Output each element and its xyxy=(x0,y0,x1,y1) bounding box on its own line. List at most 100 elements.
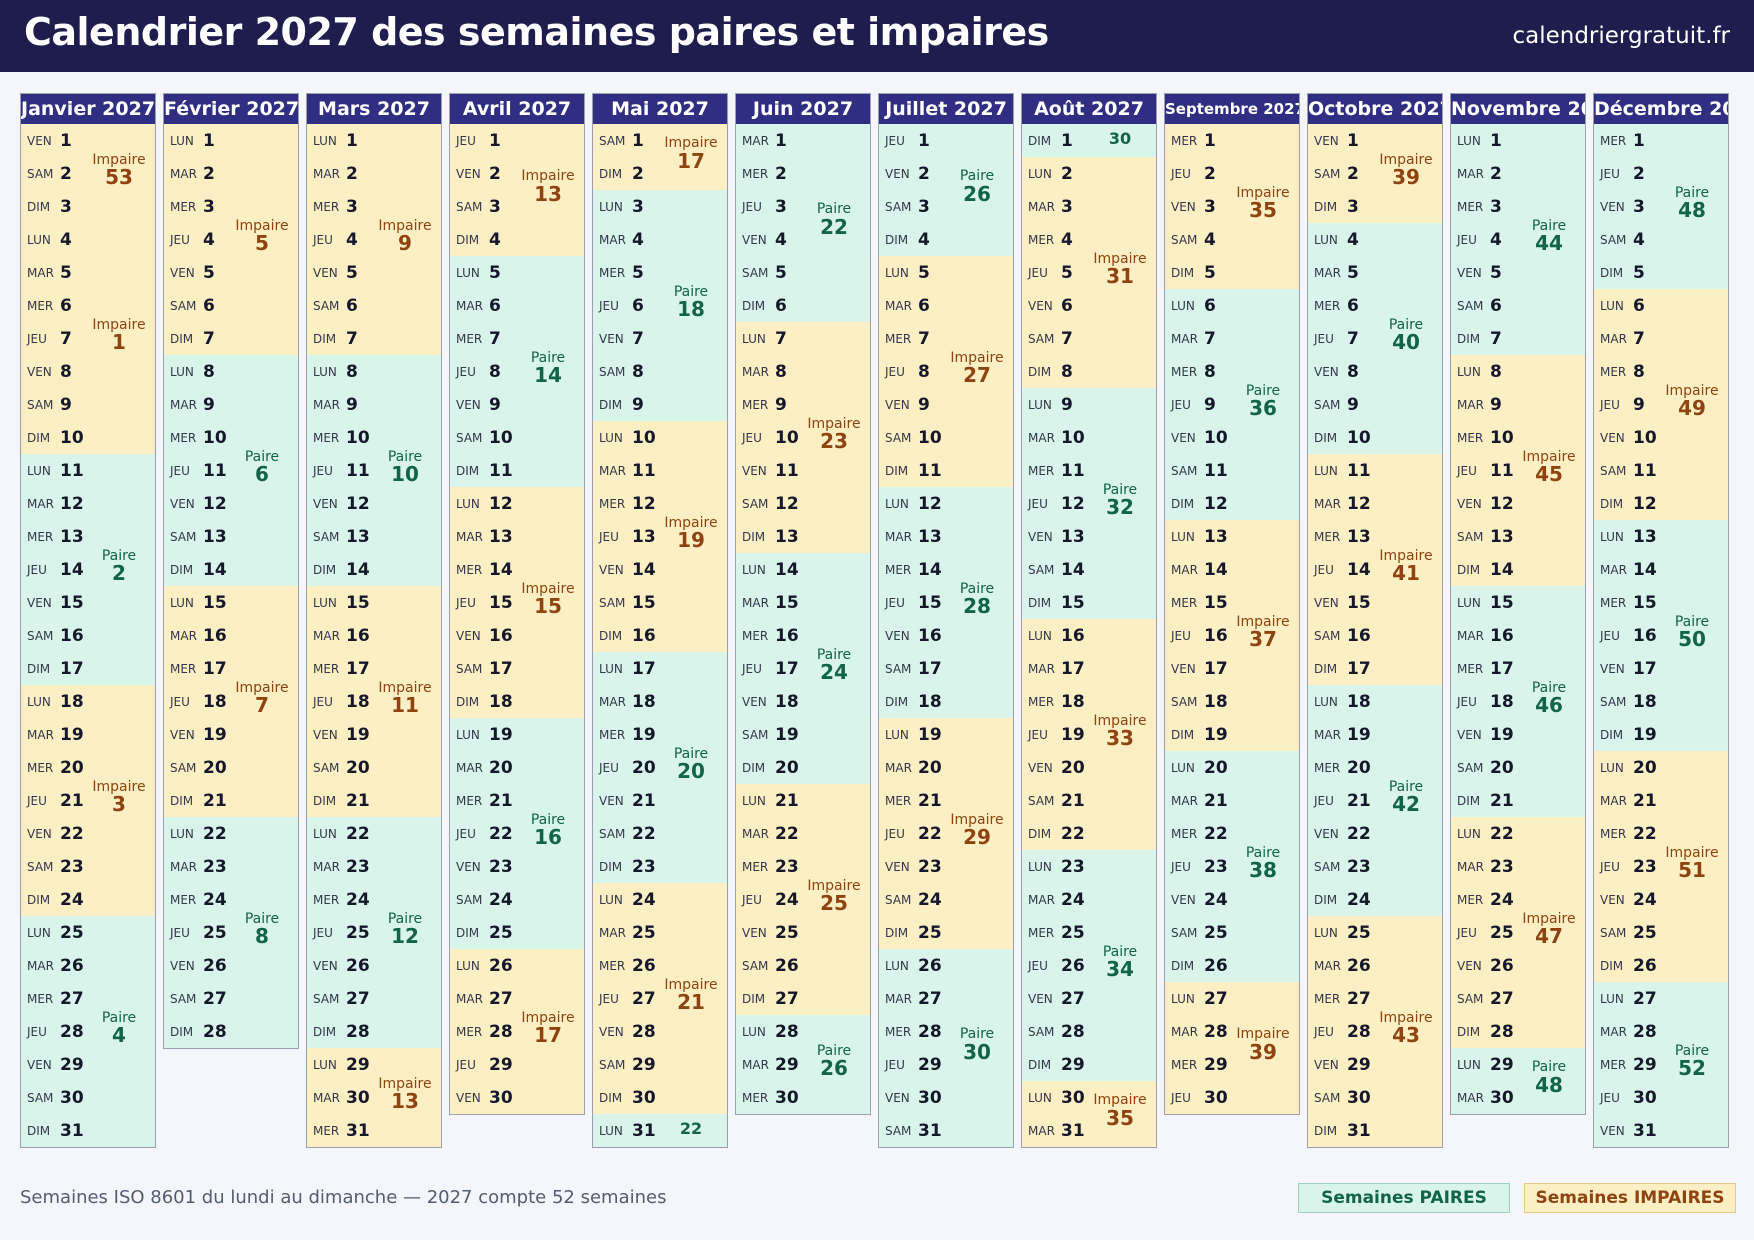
day-name: DIM xyxy=(1457,794,1481,808)
day-name: LUN xyxy=(170,596,194,610)
day-row: DIM 7 xyxy=(307,322,441,355)
day-name: MER xyxy=(599,959,626,973)
day-number: 16 xyxy=(632,626,656,646)
day-row: DIM 24 xyxy=(21,883,155,916)
day-row: DIM 18 xyxy=(450,685,584,718)
day-name: DIM xyxy=(27,200,51,214)
day-number: 19 xyxy=(1490,725,1514,745)
day-row: DIM 13 xyxy=(736,520,870,553)
day-name: LUN xyxy=(456,959,480,973)
day-name: SAM xyxy=(170,299,197,313)
day-name: JEU xyxy=(1457,695,1477,709)
week-number: 32 xyxy=(1106,495,1134,520)
day-name: SAM xyxy=(885,893,912,907)
day-row: SAM 6 xyxy=(307,289,441,322)
day-name: LUN xyxy=(27,233,51,247)
week-label: Impaire 19 xyxy=(655,515,727,552)
day-number: 17 xyxy=(1633,659,1657,679)
day-number: 1 xyxy=(60,131,72,151)
week-number: 38 xyxy=(1249,858,1277,883)
day-row: MAR 5 xyxy=(1308,256,1442,289)
day-name: DIM xyxy=(1171,497,1195,511)
day-row: VEN 8 xyxy=(21,355,155,388)
week-block-impaire: LUN 18 MAR 19 MER 20 JEU 21 VEN 22 SAM 23 DIM 24 Impai… xyxy=(21,685,155,916)
week-parity-label: Paire xyxy=(244,910,280,927)
month-column: Mai 2027 SAM 1 DIM 2 Impaire 17 LUN 3 MAR 4 MER 5 JEU… xyxy=(592,93,728,1148)
day-number: 18 xyxy=(1490,692,1514,712)
week-label: Impaire 37 xyxy=(1227,614,1299,652)
week-block-paire: LUN 8 MAR 9 MER 10 JEU 11 VEN 12 SAM 13 DIM 14 Paire 6 xyxy=(164,355,298,586)
day-name: JEU xyxy=(742,200,762,214)
day-name: DIM xyxy=(885,464,909,478)
day-number: 29 xyxy=(1633,1055,1657,1075)
day-row: DIM 4 xyxy=(879,223,1013,256)
day-row: VEN 21 xyxy=(593,784,727,817)
day-row: MAR 29 xyxy=(736,1048,870,1081)
day-number: 13 xyxy=(632,527,656,547)
day-name: SAM xyxy=(1028,1025,1055,1039)
week-label: Paire 48 xyxy=(1513,1060,1585,1096)
day-name: VEN xyxy=(27,596,52,610)
day-number: 6 xyxy=(632,296,644,316)
week-number: 39 xyxy=(1392,165,1420,190)
day-number: 14 xyxy=(1347,560,1371,580)
day-number: 27 xyxy=(632,989,656,1009)
day-name: JEU xyxy=(1314,794,1334,808)
day-row: LUN 29 xyxy=(307,1048,441,1081)
day-number: 26 xyxy=(1061,956,1085,976)
day-row: MAR 28 xyxy=(1165,1015,1299,1048)
day-name: SAM xyxy=(1457,761,1484,775)
day-name: VEN xyxy=(1314,134,1339,148)
day-name: JEU xyxy=(1028,497,1048,511)
day-row: LUN 19 xyxy=(450,718,584,751)
day-row: JEU 5 xyxy=(1022,256,1156,289)
day-name: MAR xyxy=(1028,662,1055,676)
week-parity-label: Impaire xyxy=(378,679,432,696)
day-number: 30 xyxy=(1490,1088,1514,1108)
week-parity-label: Paire xyxy=(673,283,709,300)
month-title: Juillet 2027 xyxy=(879,94,1013,124)
day-row: MAR 23 xyxy=(307,850,441,883)
day-number: 5 xyxy=(1061,263,1073,283)
day-row: SAM 17 xyxy=(450,652,584,685)
day-name: VEN xyxy=(1600,200,1625,214)
day-name: SAM xyxy=(599,1058,626,1072)
week-parity-label: Impaire xyxy=(807,415,861,432)
day-row: VEN 27 xyxy=(1022,982,1156,1015)
day-number: 19 xyxy=(346,725,370,745)
day-number: 17 xyxy=(1347,659,1371,679)
day-row: VEN 14 xyxy=(593,553,727,586)
day-number: 20 xyxy=(489,758,513,778)
week-block-impaire: LUN 1 MAR 2 MER 3 JEU 4 VEN 5 SAM 6 DIM 7 Impaire 9 xyxy=(307,124,441,355)
day-number: 13 xyxy=(60,527,84,547)
day-row: SAM 14 xyxy=(1022,553,1156,586)
week-block-paire: LUN 20 MAR 21 MER 22 JEU 23 VEN 24 SAM 25 DIM 26 Paire… xyxy=(1165,751,1299,982)
week-parity-label: Impaire xyxy=(1379,1009,1433,1026)
day-name: LUN xyxy=(1457,1058,1481,1072)
day-name: MAR xyxy=(1457,167,1484,181)
day-row: MER 6 xyxy=(21,289,155,322)
day-number: 23 xyxy=(1633,857,1657,877)
week-parity-label: Paire xyxy=(1245,844,1281,861)
week-parity-label: Paire xyxy=(816,1042,852,1059)
day-row: MER 2 xyxy=(736,157,870,190)
day-row: DIM 22 xyxy=(1022,817,1156,850)
week-label: Impaire 13 xyxy=(512,169,584,205)
day-row: DIM 26 xyxy=(1594,949,1728,982)
day-name: MAR xyxy=(456,992,483,1006)
day-row: DIM 12 xyxy=(1165,487,1299,520)
day-row: MER 5 xyxy=(593,256,727,289)
day-row: MER 24 xyxy=(164,883,298,916)
day-name: LUN xyxy=(885,497,909,511)
day-row: SAM 18 xyxy=(1594,685,1728,718)
day-name: MAR xyxy=(599,926,626,940)
day-row: DIM 14 xyxy=(164,553,298,586)
day-name: MER xyxy=(742,398,769,412)
day-name: JEU xyxy=(456,596,476,610)
day-name: DIM xyxy=(456,695,480,709)
day-number: 31 xyxy=(60,1121,84,1141)
week-number: 37 xyxy=(1249,627,1277,652)
week-block-impaire: LUN 29 MAR 30 MER 31 Impaire 13 xyxy=(307,1048,441,1147)
day-row: SAM 19 xyxy=(736,718,870,751)
day-number: 6 xyxy=(203,296,215,316)
